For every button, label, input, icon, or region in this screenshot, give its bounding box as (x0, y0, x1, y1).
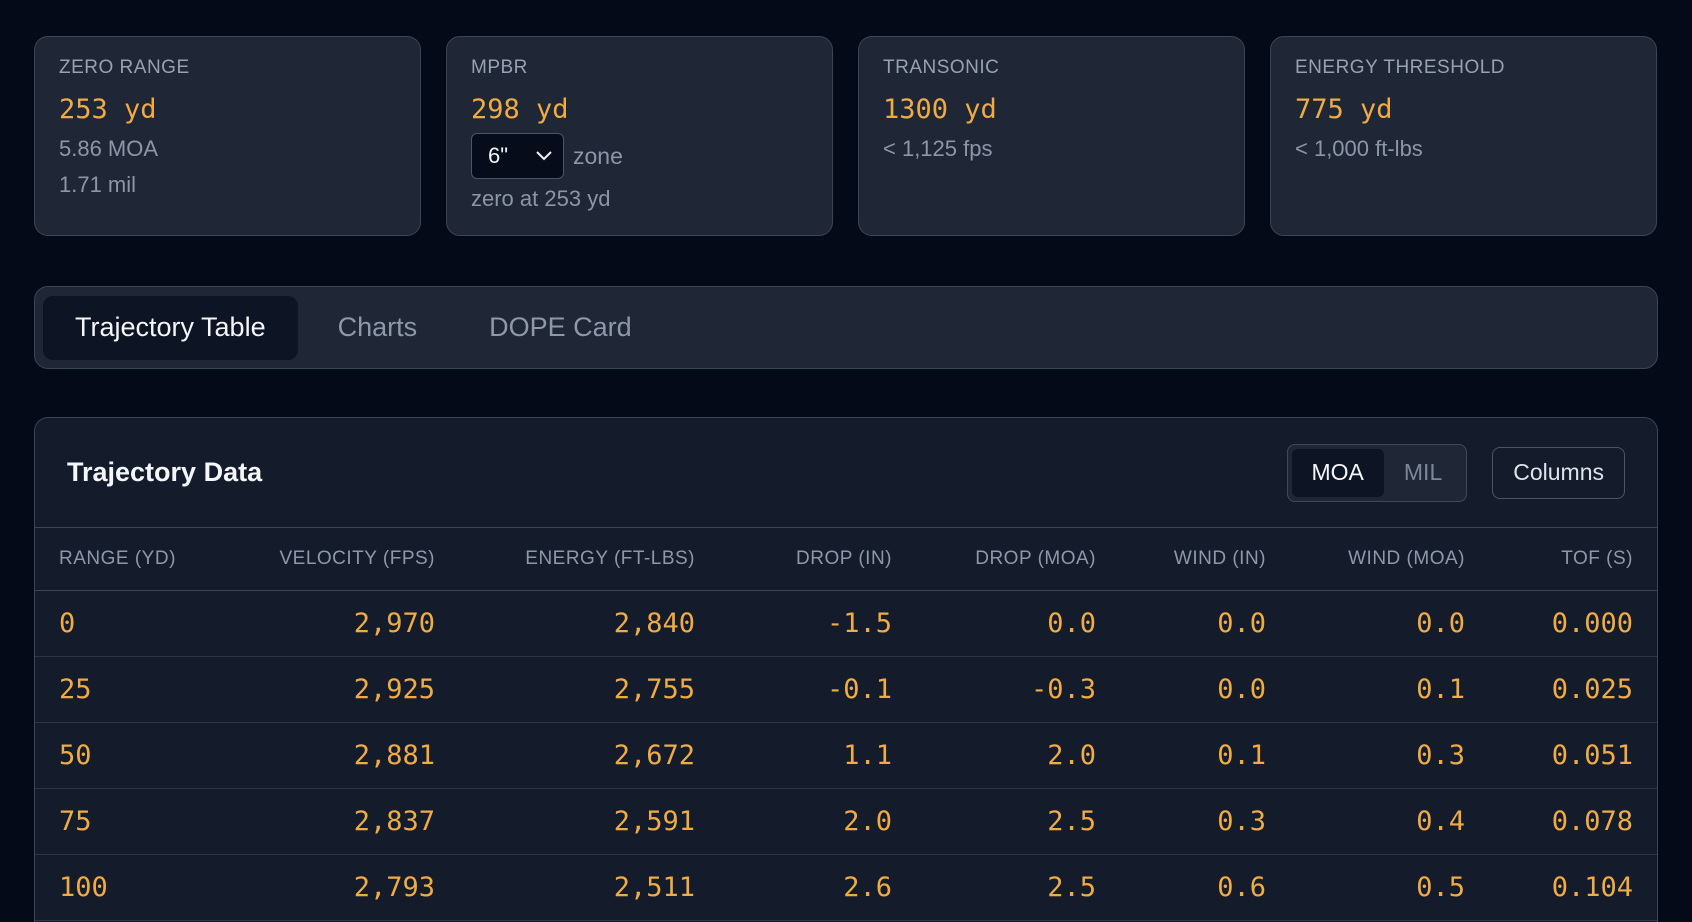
transonic-card: TRANSONIC 1300 yd < 1,125 fps (858, 36, 1245, 236)
cell-drop-in: -0.1 (719, 656, 916, 723)
cell-drop-moa: 0.0 (916, 590, 1120, 657)
cell-range: 100 (35, 854, 225, 921)
cell-velocity: 2,793 (225, 854, 459, 921)
cell-drop-in: 2.6 (719, 854, 916, 921)
card-label: ZERO RANGE (59, 57, 190, 78)
column-header-drop-moa[interactable]: DROP (MOA) (916, 528, 1120, 591)
cell-wind-in: 0.3 (1120, 788, 1290, 855)
cell-wind-in: 0.1 (1120, 722, 1290, 789)
trajectory-table: RANGE (YD) VELOCITY (FPS) ENERGY (FT-LBS… (35, 528, 1657, 921)
cell-wind-moa: 0.1 (1290, 656, 1489, 723)
column-header-velocity[interactable]: VELOCITY (FPS) (225, 528, 459, 591)
card-subtext: 5.86 MOA (59, 136, 159, 161)
table-row: 50 2,881 2,672 1.1 2.0 0.1 0.3 0.051 (35, 722, 1657, 789)
panel-header: Trajectory Data MOA MIL Columns (35, 418, 1657, 528)
cell-energy: 2,672 (459, 722, 719, 789)
column-header-drop-in[interactable]: DROP (IN) (719, 528, 916, 591)
card-subtext: < 1,000 ft-lbs (1295, 136, 1423, 161)
table-row: 100 2,793 2,511 2.6 2.5 0.6 0.5 0.104 (35, 854, 1657, 921)
card-value: 1300 yd (883, 94, 997, 125)
card-label: MPBR (471, 57, 528, 78)
cell-drop-moa: 2.5 (916, 788, 1120, 855)
tab-trajectory-table[interactable]: Trajectory Table (43, 295, 298, 360)
table-row: 75 2,837 2,591 2.0 2.5 0.3 0.4 0.078 (35, 788, 1657, 855)
zone-row: 6" zone (471, 131, 808, 181)
cell-energy: 2,840 (459, 590, 719, 657)
cell-wind-moa: 0.4 (1290, 788, 1489, 855)
cell-energy: 2,755 (459, 656, 719, 723)
zone-size-value: 6" (488, 143, 509, 168)
cell-wind-in: 0.6 (1120, 854, 1290, 921)
zone-label: zone (573, 142, 623, 169)
cell-wind-in: 0.0 (1120, 590, 1290, 657)
mpbr-card: MPBR 298 yd 6" zone zero at 253 yd (446, 36, 833, 236)
unit-toggle: MOA MIL (1286, 443, 1468, 502)
trajectory-panel: Trajectory Data MOA MIL Columns RANGE (Y… (34, 417, 1658, 922)
tab-dope-card[interactable]: DOPE Card (489, 312, 632, 342)
cell-wind-moa: 0.5 (1290, 854, 1489, 921)
cell-drop-moa: -0.3 (916, 656, 1120, 723)
card-subtext: < 1,125 fps (883, 136, 993, 161)
card-value: 253 yd (59, 94, 157, 125)
cell-drop-moa: 2.5 (916, 854, 1120, 921)
cell-tof: 0.104 (1489, 854, 1657, 921)
cell-wind-moa: 0.0 (1290, 590, 1489, 657)
cell-wind-in: 0.0 (1120, 656, 1290, 723)
panel-title: Trajectory Data (67, 457, 263, 487)
cell-velocity: 2,970 (225, 590, 459, 657)
card-label: TRANSONIC (883, 57, 1000, 78)
cell-energy: 2,591 (459, 788, 719, 855)
cell-drop-moa: 2.0 (916, 722, 1120, 789)
zero-range-card: ZERO RANGE 253 yd 5.86 MOA 1.71 mil (34, 36, 421, 236)
cell-tof: 0.078 (1489, 788, 1657, 855)
column-header-energy[interactable]: ENERGY (FT-LBS) (459, 528, 719, 591)
cell-velocity: 2,881 (225, 722, 459, 789)
zone-size-select[interactable]: 6" (471, 133, 564, 179)
column-header-tof[interactable]: TOF (S) (1489, 528, 1657, 591)
card-subtext: 1.71 mil (59, 172, 137, 197)
energy-threshold-card: ENERGY THRESHOLD 775 yd < 1,000 ft-lbs (1270, 36, 1657, 236)
column-header-range[interactable]: RANGE (YD) (35, 528, 225, 591)
table-header-row: RANGE (YD) VELOCITY (FPS) ENERGY (FT-LBS… (35, 528, 1657, 591)
cell-range: 0 (35, 590, 225, 657)
column-header-wind-moa[interactable]: WIND (MOA) (1290, 528, 1489, 591)
cell-range: 50 (35, 722, 225, 789)
column-header-wind-in[interactable]: WIND (IN) (1120, 528, 1290, 591)
cell-range: 25 (35, 656, 225, 723)
cell-tof: 0.051 (1489, 722, 1657, 789)
card-subtext: zero at 253 yd (471, 186, 611, 211)
view-tabs: Trajectory Table Charts DOPE Card (34, 286, 1658, 369)
card-label: ENERGY THRESHOLD (1295, 57, 1506, 78)
cell-tof: 0.000 (1489, 590, 1657, 657)
cell-velocity: 2,925 (225, 656, 459, 723)
unit-mil-button[interactable]: MIL (1403, 459, 1443, 485)
card-value: 775 yd (1295, 94, 1393, 125)
cell-range: 75 (35, 788, 225, 855)
tab-charts[interactable]: Charts (337, 312, 418, 342)
cell-tof: 0.025 (1489, 656, 1657, 723)
table-row: 0 2,970 2,840 -1.5 0.0 0.0 0.0 0.000 (35, 590, 1657, 657)
table-row: 25 2,925 2,755 -0.1 -0.3 0.0 0.1 0.025 (35, 656, 1657, 723)
cell-wind-moa: 0.3 (1290, 722, 1489, 789)
summary-cards: ZERO RANGE 253 yd 5.86 MOA 1.71 mil MPBR… (34, 36, 1658, 236)
card-value: 298 yd (471, 94, 569, 125)
unit-moa-button[interactable]: MOA (1291, 448, 1384, 497)
cell-velocity: 2,837 (225, 788, 459, 855)
chevron-down-icon (536, 151, 552, 161)
cell-energy: 2,511 (459, 854, 719, 921)
cell-drop-in: -1.5 (719, 590, 916, 657)
columns-button[interactable]: Columns (1492, 446, 1625, 499)
cell-drop-in: 2.0 (719, 788, 916, 855)
cell-drop-in: 1.1 (719, 722, 916, 789)
